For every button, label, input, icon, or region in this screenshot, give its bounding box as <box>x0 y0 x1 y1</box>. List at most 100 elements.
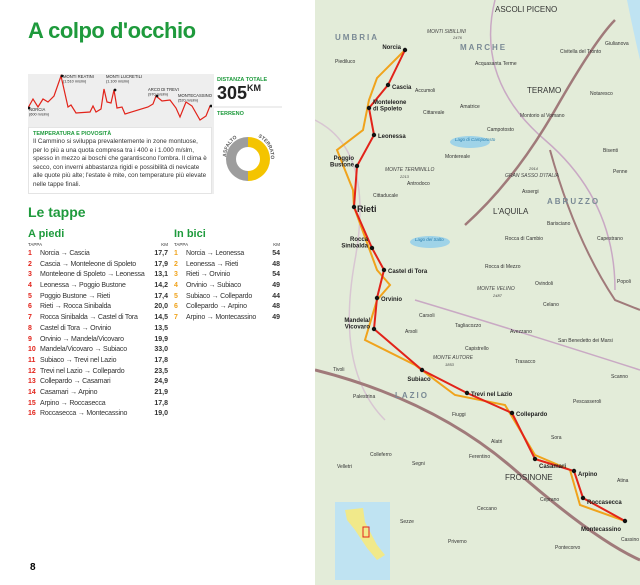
stage-route: Norcia → Leonessa <box>186 250 245 257</box>
stage-route: Rieti → Orvinio <box>186 271 231 279</box>
peak-label: MONTECASSINO <box>178 93 212 98</box>
town-label: Rocca di Mezzo <box>485 264 521 270</box>
town-label: Cittaducale <box>373 193 398 199</box>
town-label: Colleferro <box>370 452 392 458</box>
peak-label: ARCO DI TREVI <box>148 87 179 92</box>
town-label: Assergi <box>522 189 539 195</box>
stage-km: 44 <box>272 292 280 300</box>
town-label: Cittareale <box>423 110 445 116</box>
stop-marker <box>369 245 375 251</box>
stop-label: Castel di Tora <box>388 269 428 275</box>
town-label: Barisciano <box>547 221 571 227</box>
stop-marker <box>509 410 515 416</box>
italy-shape <box>345 508 385 560</box>
stop-marker <box>381 267 387 273</box>
stop-label: Leonessa <box>378 134 406 140</box>
stop-marker <box>622 518 628 524</box>
stage-row: 2 Cascia → Monteleone di Spoleto 17,9 <box>28 260 168 271</box>
stage-route: Arpino → Montecassino <box>186 314 257 322</box>
stage-km: 17,7 <box>154 250 168 257</box>
city-label: TERAMO <box>527 86 561 95</box>
peak-label: 2487 <box>492 293 503 298</box>
peak-marker <box>155 94 159 98</box>
stage-km: 48 <box>272 303 280 311</box>
town-label: Montorio al Vomano <box>520 113 565 119</box>
stop-label: Casamari <box>539 464 566 470</box>
stage-row: 9 Orvinio → Mandela/Vicovaro 19,9 <box>28 335 168 346</box>
peak-label: 2476 <box>452 35 463 40</box>
stage-number: 3 <box>174 271 178 279</box>
stage-row: 1 Norcia → Cascia 17,7 <box>28 249 168 260</box>
climate-text: Il Cammino si sviluppa prevalentemente i… <box>33 138 207 188</box>
stop-label: Cascia <box>392 85 412 91</box>
highway <box>464 19 616 226</box>
stage-route: Collepardo → Casamari <box>40 378 111 386</box>
stage-km: 24,9 <box>154 378 168 386</box>
lake <box>410 236 450 248</box>
stage-route: Casamari → Arpino <box>40 388 98 396</box>
col-stage: TAPPA <box>28 242 43 247</box>
stop-label: Montecassino <box>581 527 621 533</box>
stage-route: Orvinio → Mandela/Vicovaro <box>40 335 124 343</box>
town-label: Capistrello <box>465 346 489 352</box>
town-label: Ceccano <box>477 506 497 512</box>
peak-label: MONTE VELINO <box>477 286 515 292</box>
stop-marker <box>464 390 470 396</box>
peak-altitude: (1.510 m/slm) <box>63 80 87 84</box>
stage-route: Orvinio → Subiaco <box>186 282 241 290</box>
info-page: A colpo d'occhio NORCIA (600 m/slm) MONTI … <box>0 0 315 585</box>
town-label: Priverno <box>448 539 467 545</box>
stage-number: 3 <box>28 271 32 279</box>
lake-label: Lago di Campotosto <box>455 137 496 142</box>
town-label: Ovindoli <box>535 281 553 287</box>
region-label: UMBRIA <box>335 33 379 42</box>
distance-panel: DISTANZA TOTALE 305KM <box>214 74 282 106</box>
stage-route: Cascia → Monteleone di Spoleto <box>40 260 136 268</box>
page-title: A colpo d'occhio <box>28 18 196 43</box>
stage-row: 5 Subiaco → Collepardo 44 <box>174 292 280 303</box>
town-label: Arsoli <box>405 329 418 335</box>
border-line <box>489 0 616 291</box>
town-label: Cassino <box>621 537 639 543</box>
terrain-panel: TERRENO ASFALTO STERRATO <box>214 108 282 194</box>
stage-number: 12 <box>28 367 36 375</box>
town-label: Capestrano <box>597 236 623 242</box>
stop-marker <box>371 132 377 138</box>
stop-marker <box>354 163 360 169</box>
town-label: Velletri <box>337 464 352 470</box>
town-label: San Benedetto dei Marsi <box>558 338 613 344</box>
stage-row: 6 Rieti → Rocca Sinibalda 20,0 <box>28 302 168 313</box>
town-label: Penne <box>613 169 628 175</box>
town-label: Campotosto <box>487 127 514 133</box>
town-label: Accumoli <box>415 88 435 94</box>
stop-label: Monteleone di Spoleto <box>373 100 407 113</box>
stage-number: 7 <box>174 314 178 322</box>
peak-marker <box>209 104 212 108</box>
stage-number: 2 <box>28 260 32 268</box>
peak-label: MONTI LUCRETILI <box>106 74 142 79</box>
stage-number: 14 <box>28 388 36 396</box>
stop-marker <box>374 295 380 301</box>
town-label: Ferentino <box>469 454 490 460</box>
town-label: Pontecorvo <box>555 545 581 551</box>
region-label: MARCHE <box>460 43 507 52</box>
stop-label: Rocca Sinibalda <box>341 237 368 250</box>
bike-title: In bici <box>174 228 206 240</box>
town-label: Atina <box>617 478 629 484</box>
dirt-slice <box>248 137 270 181</box>
elevation-line <box>28 74 211 121</box>
town-label: Segni <box>412 461 425 467</box>
stage-row: 11 Subiaco → Trevi nel Lazio 17,8 <box>28 356 168 367</box>
stop-label: Poggio Bustone <box>330 156 355 169</box>
stage-km: 54 <box>272 271 280 279</box>
stage-km: 23,5 <box>154 367 168 375</box>
stage-number: 4 <box>174 282 178 290</box>
stop-label: Rieti <box>357 204 377 214</box>
stage-route: Trevi nel Lazio → Collepardo <box>40 367 125 375</box>
stage-row: 1 Norcia → Leonessa 54 <box>174 249 280 260</box>
map-background <box>315 0 640 585</box>
peak-altitude: (1.100 m/slm) <box>106 80 130 84</box>
terrain-donut: ASFALTO STERRATO <box>222 133 275 181</box>
asphalt-slice <box>225 137 248 181</box>
stage-km: 54 <box>272 250 280 257</box>
